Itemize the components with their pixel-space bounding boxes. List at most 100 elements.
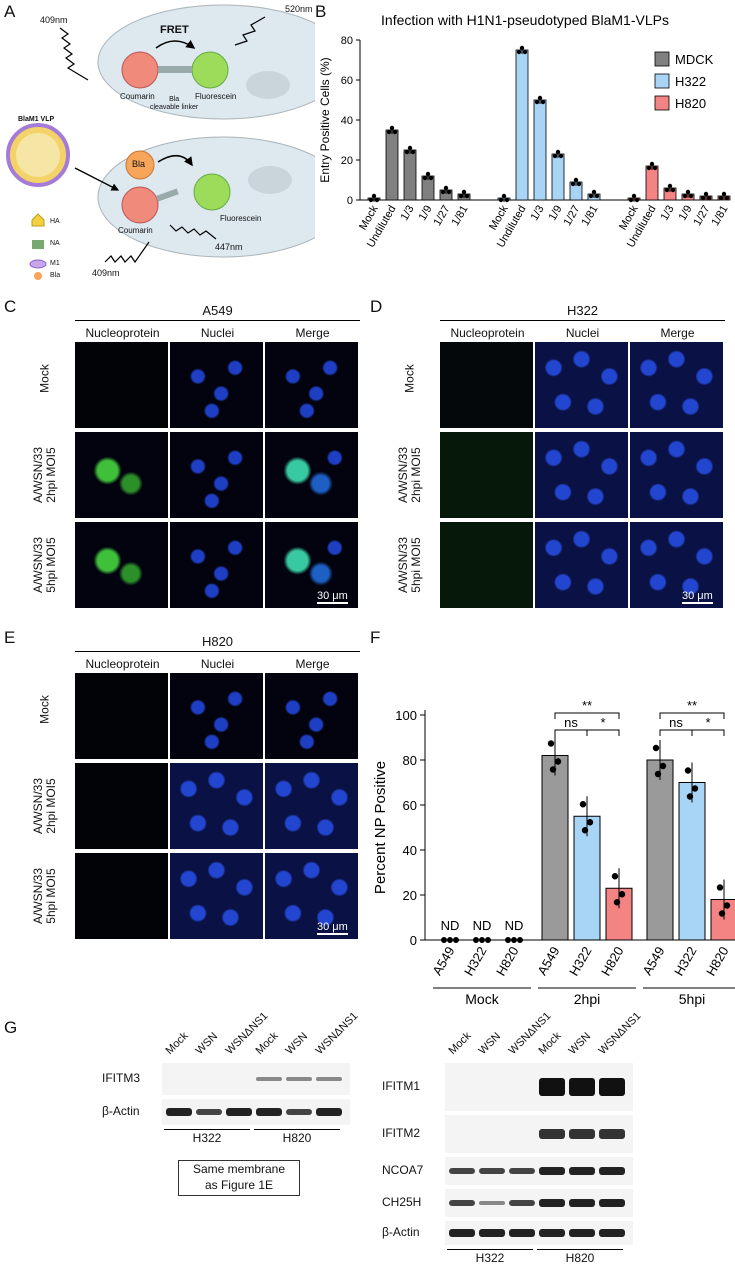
- c-micrograph: [265, 342, 358, 428]
- chart-f-sig-label: *: [705, 715, 710, 730]
- d-row-label: A/WSN/33 2hpi MOI5: [396, 447, 423, 504]
- chart-b-title: Infection with H1N1-pseudotyped BlaM1-VL…: [381, 12, 669, 28]
- chart-f-point: [485, 937, 491, 943]
- chart-b-point: [724, 195, 730, 201]
- chart-b-xtick-label: 1/3: [399, 204, 417, 223]
- d-col-merge: Merge: [660, 326, 695, 340]
- coumarin-dye-2: [121, 186, 159, 224]
- panel-label-f: F: [370, 628, 381, 647]
- chart-b-legend-label: H820: [675, 96, 706, 111]
- nucleus-top: [246, 71, 290, 99]
- chart-b-point: [407, 145, 413, 151]
- c-micrograph: [265, 522, 358, 608]
- chart-f-sig-label: *: [600, 715, 605, 730]
- e-title: H820: [201, 634, 234, 649]
- chart-f-bar: [678, 782, 706, 941]
- d-col-nucleoprotein: Nucleoprotein: [450, 326, 525, 340]
- chart-b-point: [516, 49, 522, 55]
- blot-band: [539, 1167, 565, 1175]
- d-row-label: A/WSN/33 5hpi MOI5: [396, 537, 423, 594]
- chart-b-point: [537, 95, 543, 101]
- chart-f-ytick-label: 100: [395, 708, 417, 723]
- chart-f-point: [554, 758, 562, 765]
- d-title-rule: [440, 320, 725, 321]
- chart-f-sig-bracket: [659, 712, 725, 719]
- chart-b-point: [440, 189, 446, 195]
- blot-band: [569, 1078, 595, 1096]
- chart-b-legend-label: H322: [675, 74, 706, 89]
- d-micrograph: [440, 432, 533, 518]
- chart-f-sig-bracket: [586, 729, 620, 736]
- blot-band: [539, 1078, 565, 1096]
- linker-label: Bla cleavable linker: [150, 96, 199, 111]
- coumarin-dye: [121, 51, 159, 89]
- chart-b-point: [594, 193, 600, 199]
- ha-label: HA: [50, 218, 60, 225]
- chart-f-point: [716, 884, 724, 891]
- e-micrograph: [75, 853, 168, 939]
- bla-enzyme: [125, 150, 155, 180]
- chart-b-point: [652, 165, 658, 171]
- d-row-label: Mock: [402, 364, 417, 393]
- lane-label: Mock: [446, 1029, 474, 1057]
- protein-label: NCOA7: [382, 1163, 424, 1177]
- chart-f-point: [618, 891, 626, 898]
- chart-f-bar: [573, 815, 601, 941]
- fluorescein-label: Fluorescein: [195, 92, 237, 101]
- blot-band: [449, 1168, 475, 1174]
- chart-b-point: [570, 181, 576, 187]
- chart-f-point: [517, 937, 523, 943]
- chart-b-xtick-label: 1/81: [709, 204, 730, 229]
- e-title-rule: [75, 651, 360, 652]
- chart-f-point: [447, 937, 453, 943]
- chart-f-ytick-label: 0: [410, 933, 417, 948]
- chart-b-point: [703, 191, 709, 197]
- c-micrograph: [75, 522, 168, 608]
- fluorescein-dye: [191, 51, 229, 89]
- chart-f-sig-bracket: [691, 729, 725, 736]
- blot-band: [569, 1199, 595, 1207]
- chart-b-point: [534, 99, 540, 105]
- chart-b-point: [649, 161, 655, 167]
- chart-b-point: [392, 129, 398, 135]
- e-row-label: A/WSN/33 2hpi MOI5: [31, 778, 58, 835]
- chart-f-point: [691, 785, 699, 792]
- blot-band: [599, 1129, 625, 1139]
- chart-b-xtick-label: 1/81: [579, 204, 600, 229]
- chart-f-xtick-label: H322: [461, 944, 490, 978]
- chart-b-xtick-label: 1/27: [431, 204, 452, 229]
- wl-409-top: 409nm: [40, 15, 68, 25]
- chart-f-point: [659, 762, 667, 770]
- excitation-arrow-top: [59, 27, 89, 81]
- chart-b-point: [368, 197, 374, 203]
- fluorescein-label-2: Fluorescein: [220, 214, 262, 223]
- c-row-label: A/WSN/33 2hpi MOI5: [31, 447, 58, 504]
- chart-b-point: [591, 189, 597, 195]
- e-row-label: A/WSN/33 5hpi MOI5: [31, 868, 58, 925]
- chart-f-xtick-label: H820: [703, 944, 732, 978]
- d-micrograph: [440, 342, 533, 428]
- chart-b-point: [646, 165, 652, 171]
- chart-b-point: [461, 189, 467, 195]
- entry-chart: Infection with H1N1-pseudotyped BlaM1-VL…: [318, 12, 731, 250]
- chart-b-bar: [533, 99, 547, 201]
- blot-band: [509, 1200, 535, 1206]
- coumarin-label: Coumarin: [120, 92, 155, 101]
- e-micrograph: [265, 853, 358, 939]
- blot-band: [449, 1229, 475, 1237]
- chart-b-ytick-label: 60: [341, 75, 353, 87]
- chart-f-point: [511, 937, 517, 943]
- chart-f-point: [473, 937, 479, 943]
- chart-f-point: [547, 740, 555, 747]
- chart-b-bar: [403, 149, 417, 201]
- fret-schematic: [6, 4, 315, 280]
- chart-b-ytick-label: 20: [341, 155, 353, 167]
- blot-band: [286, 1109, 312, 1115]
- chart-b-xtick-label: 1/3: [659, 204, 677, 223]
- chart-b-ytick-label: 80: [341, 35, 353, 47]
- blot-band: [599, 1199, 625, 1207]
- blot-band: [509, 1229, 535, 1237]
- ha-glyph: [31, 213, 45, 227]
- d-micrograph: [630, 522, 723, 608]
- chart-b-xtick-label: 1/27: [691, 204, 712, 229]
